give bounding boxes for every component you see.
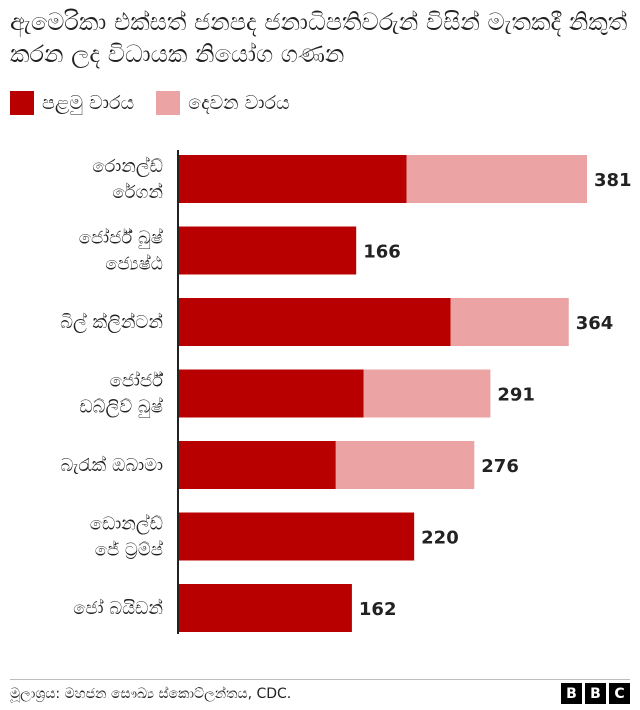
category-label: ජෝර්ජ් ඩබ්ලිව් බුෂ් <box>79 371 163 418</box>
bar-first-term <box>178 298 451 346</box>
bar-first-term <box>178 441 336 489</box>
bar-chart: 381 රොනල්ඩ් රේගන් 166 ජෝර්ජ් බුෂ් ජ්‍යෙෂ්ඨ 364… <box>60 150 632 634</box>
bar-total-label: 166 <box>363 242 401 263</box>
bbc-logo-letter: B <box>561 683 582 704</box>
bar-first-term <box>178 512 415 561</box>
category-label: බිල් ක්ලින්ටන් <box>60 312 163 333</box>
bar-first-term <box>178 584 352 632</box>
bar-total-label: 162 <box>359 599 397 620</box>
bar-first-term <box>178 369 364 418</box>
source-note: මූලාශ්‍රය: මහජන සෞඛ්‍ය ස්කොට්ලන්තය, CDC. <box>10 686 292 702</box>
category-label: ජෝ බයිඩන් <box>73 598 163 619</box>
bar-first-term <box>178 226 357 275</box>
category-label: ඩොනල්ඩ් ජේ ට්‍රම්ප් <box>90 513 163 560</box>
bar-second-term <box>335 441 475 489</box>
category-label: ජෝර්ජ් බුෂ් ජ්‍යෙෂ්ඨ <box>79 227 163 274</box>
legend-label-second-term: දෙවන වාරය <box>188 92 290 114</box>
bar-total-label: 291 <box>497 385 535 406</box>
bar-second-term <box>406 155 587 203</box>
bar-total-label: 276 <box>481 456 519 477</box>
bbc-logo-letter: B <box>585 683 606 704</box>
bar-total-label: 381 <box>594 170 632 191</box>
bar-second-term <box>450 298 569 346</box>
legend-swatch-first-term <box>10 91 34 115</box>
bbc-logo: B B C <box>561 683 630 704</box>
legend: පළමු වාරය දෙවන වාරය <box>10 90 312 116</box>
legend-item-first-term: පළමු වාරය <box>10 91 134 115</box>
bar-second-term <box>363 369 491 418</box>
category-label: රොනල්ඩ් රේගන් <box>92 156 163 203</box>
legend-swatch-second-term <box>156 91 181 115</box>
category-label: බැරැක් ඔබාමා <box>60 455 163 476</box>
legend-label-first-term: පළමු වාරය <box>42 92 135 114</box>
chart-title: ඇමෙරිකා එක්සත් ජනපද ජනාධිපතිවරුන් විසින්… <box>10 8 628 68</box>
bbc-logo-letter: C <box>609 683 630 704</box>
legend-item-second-term: දෙවන වාරය <box>156 91 290 115</box>
footer-divider <box>10 679 630 680</box>
bar-total-label: 220 <box>421 528 459 549</box>
bar-first-term <box>178 155 407 203</box>
bar-total-label: 364 <box>576 313 614 334</box>
